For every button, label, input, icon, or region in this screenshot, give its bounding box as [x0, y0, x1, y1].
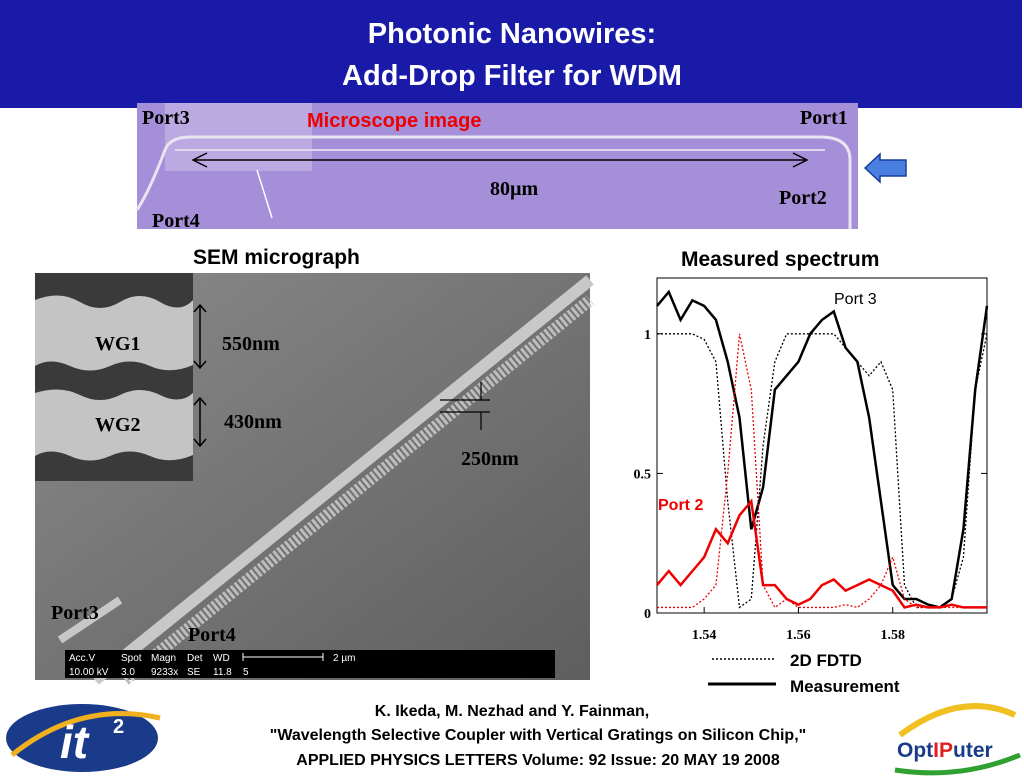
sem-label: WG2: [95, 414, 141, 436]
info: Acc.V: [69, 653, 95, 664]
x-tick-label: 1.58: [880, 628, 905, 643]
sem-label: Port3: [51, 602, 99, 624]
pointer: [256, 169, 273, 219]
waveguide: [91, 275, 594, 685]
citation: "Wavelength Selective Coupler with Verti…: [270, 727, 806, 744]
spectrum-line: [657, 333, 988, 609]
logo-swoosh: [10, 711, 161, 757]
logo-text: 2: [113, 716, 124, 738]
info: 3.0: [121, 667, 135, 678]
waveguide: [57, 596, 123, 644]
info: 10.00 kV: [69, 667, 109, 678]
info: Det: [187, 653, 203, 664]
annotation: Port 3: [834, 291, 877, 308]
port-label: Port4: [152, 210, 200, 232]
logo-text: OptIPuter: [897, 739, 993, 762]
info: WD: [213, 653, 230, 664]
citation: K. Ikeda, M. Nezhad and Y. Fainman,: [375, 703, 649, 720]
y-tick-label: 0.5: [634, 467, 652, 482]
sem-label: 550nm: [222, 333, 280, 355]
logo-part: IP: [933, 739, 953, 762]
info-bar-text: Acc.V Spot Magn Det WD 2 µm 10.00 kV 3.0…: [69, 653, 355, 678]
info: 5: [243, 667, 249, 678]
spectrum-line: [656, 498, 987, 609]
sem-label: Port4: [188, 624, 236, 646]
port-label: Port3: [142, 107, 190, 129]
legend-label: Measurement: [790, 677, 900, 696]
logo-left: [6, 704, 158, 772]
sem-label: 250nm: [461, 448, 519, 470]
info: SE: [187, 667, 201, 678]
title-line: Photonic Nanowires:: [368, 18, 656, 50]
info: 2 µm: [333, 653, 355, 664]
x-tick-label: 1.54: [692, 628, 717, 643]
caption: SEM micrograph: [193, 246, 360, 269]
logo-part: uter: [953, 739, 993, 762]
info-bar: [65, 650, 555, 678]
annotation: Port 2: [658, 497, 703, 514]
spectrum-line: [657, 333, 987, 609]
sem-label: WG1: [95, 333, 141, 355]
plot: 1.54 1.56 1.58 0 0.5 1: [634, 289, 989, 643]
info: Magn: [151, 653, 176, 664]
info: Spot: [121, 653, 142, 664]
inset-wg1: [35, 295, 193, 371]
info: 9233x: [151, 667, 178, 678]
dimension-arrows: [193, 303, 207, 448]
y-tick-label: 1: [644, 328, 651, 343]
dimension-arrows: [440, 382, 490, 430]
x-tick-label: 1.56: [786, 628, 811, 643]
port-label: Port2: [779, 187, 827, 209]
input-arrow: [863, 152, 907, 184]
logo-swoosh: [894, 752, 1021, 776]
waveguide: [121, 295, 594, 685]
caption: Microscope image: [307, 110, 482, 132]
info: 11.8: [213, 667, 232, 678]
sem-label: 430nm: [224, 411, 282, 433]
spectrum-line: [656, 289, 989, 609]
arrow-heads: [191, 152, 809, 168]
waveguide: [135, 135, 852, 229]
citation: APPLIED PHYSICS LETTERS Volume: 92 Issue…: [296, 752, 780, 769]
port-label: Port1: [800, 107, 848, 129]
inset-wg2: [35, 389, 193, 461]
header-band: [0, 0, 1022, 108]
scale-bar: [242, 653, 324, 661]
logo-text: it: [60, 716, 90, 768]
title-line: Add-Drop Filter for WDM: [342, 60, 682, 92]
legend-label: 2D FDTD: [790, 651, 862, 670]
scale-label: 80µm: [490, 178, 539, 200]
logo-swoosh: [898, 703, 1017, 738]
chart-title: Measured spectrum: [681, 248, 879, 271]
logo-part: Opt: [897, 739, 933, 762]
y-tick-label: 0: [644, 607, 651, 622]
plot-frame: [656, 277, 988, 614]
